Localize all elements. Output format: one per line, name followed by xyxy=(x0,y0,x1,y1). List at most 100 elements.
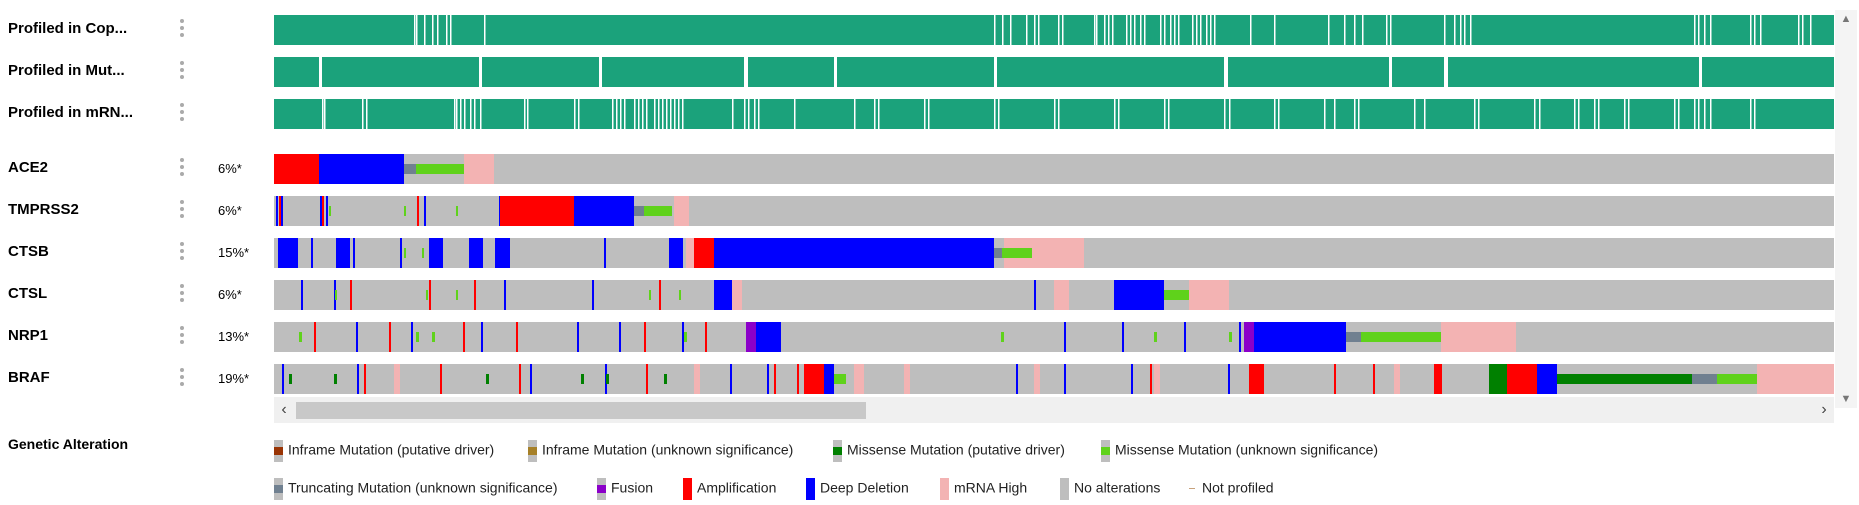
kebab-menu-icon[interactable] xyxy=(178,368,186,389)
legend-item-inframe-unknown[interactable]: Inframe Mutation (unknown significance) xyxy=(528,440,793,462)
legend-label: Missense Mutation (putative driver) xyxy=(847,441,1065,458)
profile-gap xyxy=(578,99,580,129)
deep-deletion-mark xyxy=(767,364,769,394)
scroll-left-icon[interactable]: ‹ xyxy=(281,401,287,418)
profile-gap xyxy=(1126,15,1128,45)
profiled-mutation-track[interactable] xyxy=(274,57,1834,87)
missense-mark xyxy=(299,332,302,342)
amplification-mark xyxy=(1373,364,1375,394)
profile-gap xyxy=(746,57,748,87)
profile-gap xyxy=(666,99,668,129)
kebab-menu-icon[interactable] xyxy=(178,158,186,179)
profile-gap xyxy=(994,99,996,129)
profiled-mrna-track[interactable] xyxy=(274,99,1834,129)
missense-driver-mark xyxy=(1557,374,1692,384)
profile-gap xyxy=(600,57,602,87)
scroll-down-icon[interactable]: ▼ xyxy=(1840,393,1852,405)
legend-label: Inframe Mutation (putative driver) xyxy=(288,441,495,458)
profile-gap xyxy=(414,15,416,45)
missense-driver-mark xyxy=(581,374,584,384)
deep-deletion-mark xyxy=(411,322,413,352)
legend-item-amplification[interactable]: Amplification xyxy=(683,478,776,500)
mrna-high-mark xyxy=(1441,322,1516,352)
nrp1-oncoprint-track[interactable] xyxy=(274,322,1834,352)
vertical-scrollbar[interactable]: ▲ ▼ xyxy=(1835,10,1857,408)
amplification-mark xyxy=(429,280,431,310)
profile-gap xyxy=(1112,15,1114,45)
deep-deletion-mark xyxy=(311,238,313,268)
profile-gap xyxy=(616,99,618,129)
kebab-menu-icon[interactable] xyxy=(178,242,186,263)
kebab-menu-icon[interactable] xyxy=(178,326,186,347)
profile-gap xyxy=(1750,15,1752,45)
missense-mark xyxy=(432,332,435,342)
ctsb-oncoprint-track[interactable] xyxy=(274,238,1834,268)
amplification-mark xyxy=(500,196,502,226)
track-label-ctsb: CTSB xyxy=(8,243,49,260)
profiled-bar xyxy=(274,57,1834,87)
deep-deletion-mark xyxy=(429,238,443,268)
horizontal-scrollbar[interactable]: ‹ › xyxy=(274,397,1834,423)
legend-item-no-alterations[interactable]: No alterations xyxy=(1060,478,1160,500)
profile-gap xyxy=(1200,15,1202,45)
ctsl-oncoprint-track[interactable] xyxy=(274,280,1834,310)
legend-swatch xyxy=(528,440,537,462)
legend-item-truncating-unknown[interactable]: Truncating Mutation (unknown significanc… xyxy=(274,478,558,500)
kebab-menu-icon[interactable] xyxy=(178,61,186,82)
profile-gap xyxy=(1704,99,1706,129)
kebab-menu-icon[interactable] xyxy=(178,103,186,124)
mrna-high-mark xyxy=(1757,364,1834,394)
legend-item-deep-deletion[interactable]: Deep Deletion xyxy=(806,478,909,500)
track-label-ctsl: CTSL xyxy=(8,285,48,302)
profile-gap xyxy=(1058,15,1060,45)
profile-gap xyxy=(1224,57,1226,87)
legend-item-inframe-driver[interactable]: Inframe Mutation (putative driver) xyxy=(274,440,494,462)
profile-gap xyxy=(324,99,326,129)
missense-mark xyxy=(1717,374,1757,384)
legend-item-mrna-high[interactable]: mRNA High xyxy=(940,478,1027,500)
tmprss2-oncoprint-track[interactable] xyxy=(274,196,1834,226)
legend-item-not-profiled[interactable]: Not profiled xyxy=(1188,478,1274,500)
profile-gap xyxy=(732,99,734,129)
deep-deletion-mark xyxy=(530,364,532,394)
legend-item-missense-driver[interactable]: Missense Mutation (putative driver) xyxy=(833,440,1065,462)
profile-gap xyxy=(1478,99,1480,129)
scroll-right-icon[interactable]: › xyxy=(1821,401,1827,418)
deep-deletion-mark xyxy=(1064,364,1066,394)
kebab-menu-icon[interactable] xyxy=(178,284,186,305)
legend-swatch xyxy=(806,478,815,500)
scroll-thumb[interactable] xyxy=(296,402,866,419)
deep-deletion-mark xyxy=(577,322,579,352)
profile-gap xyxy=(878,99,880,129)
profile-gap xyxy=(1354,99,1356,129)
amplification-mark xyxy=(502,196,574,226)
profile-gap xyxy=(620,99,622,129)
legend-label: No alterations xyxy=(1074,479,1161,496)
mrna-high-mark xyxy=(674,196,689,226)
track-label-tmprss2: TMPRSS2 xyxy=(8,201,79,218)
missense-mark xyxy=(416,332,419,342)
profile-gap xyxy=(654,99,656,129)
profile-gap xyxy=(1424,99,1426,129)
legend-item-fusion[interactable]: Fusion xyxy=(597,478,653,500)
missense-mark xyxy=(416,164,464,174)
profile-gap xyxy=(1710,15,1712,45)
missense-mark xyxy=(684,332,687,342)
missense-mark xyxy=(1001,332,1004,342)
truncating-mark xyxy=(994,248,1002,258)
profiled-copy-number-track[interactable] xyxy=(274,15,1834,45)
kebab-menu-icon[interactable] xyxy=(178,19,186,40)
scroll-up-icon[interactable]: ▲ xyxy=(1840,13,1852,25)
amplification-mark xyxy=(1434,364,1442,394)
ace2-oncoprint-track[interactable] xyxy=(274,154,1834,184)
legend-item-missense-unknown[interactable]: Missense Mutation (unknown significance) xyxy=(1101,440,1378,462)
profile-gap xyxy=(835,57,837,87)
legend-label: Deep Deletion xyxy=(820,479,909,496)
profile-gap xyxy=(456,99,458,129)
braf-oncoprint-track[interactable] xyxy=(274,364,1834,394)
kebab-menu-icon[interactable] xyxy=(178,200,186,221)
profile-gap xyxy=(1446,57,1448,87)
amplification-mark xyxy=(417,196,419,226)
profile-gap xyxy=(1192,15,1194,45)
alteration-percent-ace2: 6%* xyxy=(218,161,242,176)
